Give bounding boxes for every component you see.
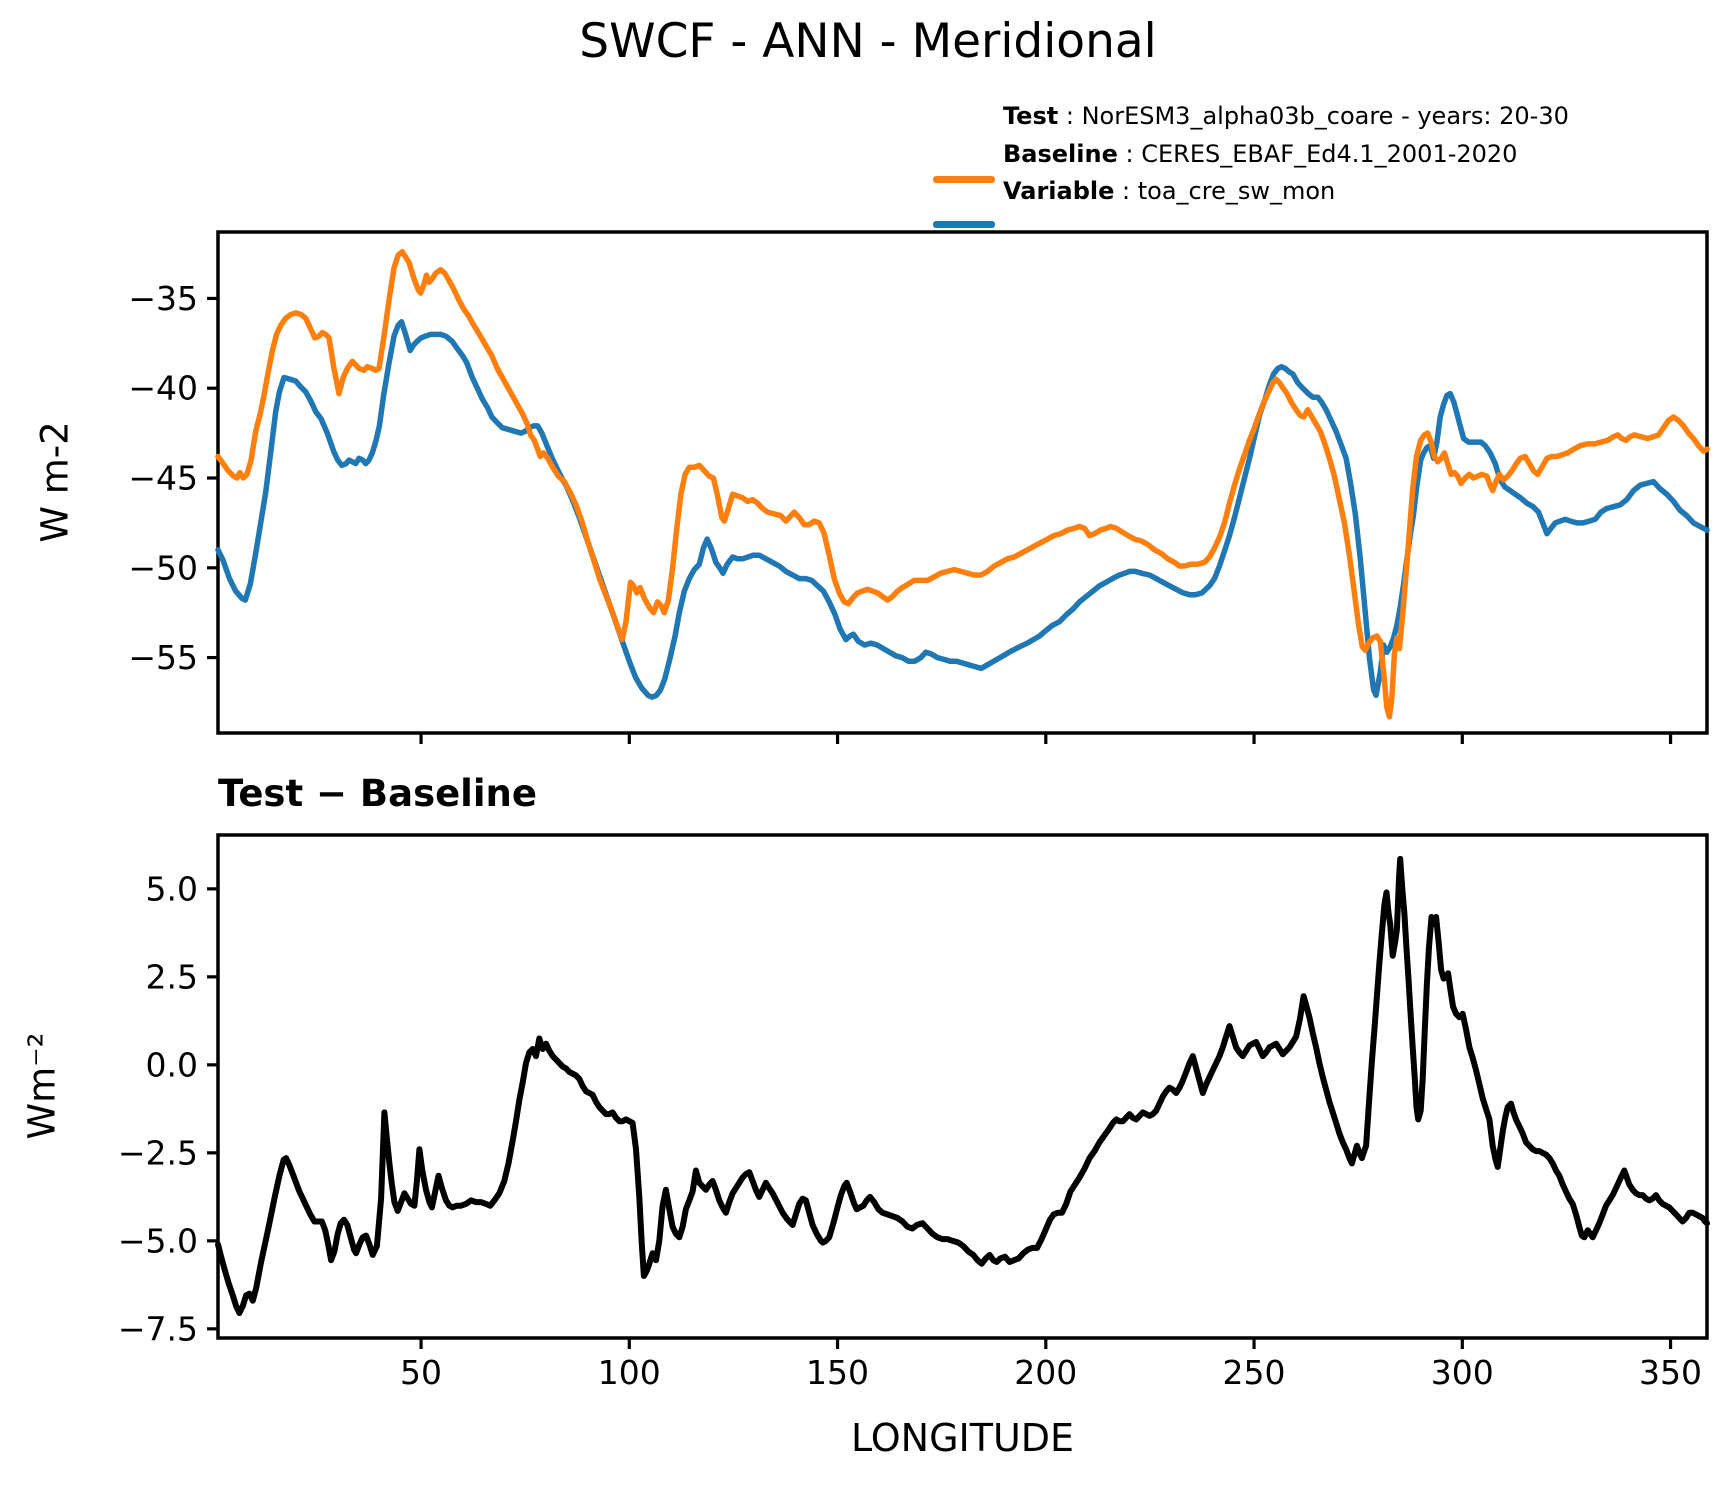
y-tick-label: −5.0: [118, 1221, 198, 1260]
x-tick-label: 350: [1639, 1353, 1702, 1392]
baseline-line-swatch: [933, 176, 995, 183]
baseline-line: [215, 249, 1710, 720]
x-tick-label: 150: [806, 1353, 869, 1392]
y-tick-label: 5.0: [146, 869, 198, 908]
legend-baseline-text: : CERES_EBAF_Ed4.1_2001-2020: [1117, 140, 1518, 168]
x-tick-label: 100: [598, 1353, 661, 1392]
legend-entry-test: Test : NorESM3_alpha03b_coare - years: 2…: [1003, 102, 1569, 136]
y-tick-label: −40: [128, 369, 198, 408]
x-axis-label: LONGITUDE: [850, 1416, 1075, 1460]
top-axes-box: [216, 230, 1709, 735]
page-title: SWCF - ANN - Meridional: [579, 14, 1157, 69]
bottom-axes-box: [216, 833, 1709, 1340]
legend-test-text: : NorESM3_alpha03b_coare - years: 20-30: [1058, 102, 1569, 130]
x-tick-label: 50: [400, 1353, 442, 1392]
x-tick-label: 200: [1014, 1353, 1077, 1392]
legend-entry-variable: Variable : toa_cre_sw_mon: [1003, 177, 1335, 211]
test-line: [215, 319, 1710, 700]
y-tick-label: −55: [128, 638, 198, 677]
y-tick-label: 0.0: [146, 1045, 198, 1084]
y-tick-label: −45: [128, 459, 198, 498]
legend-test-label: Test: [1003, 102, 1059, 130]
x-tick-label: 250: [1223, 1353, 1286, 1392]
top-y-axis-label: W m-2: [33, 421, 77, 543]
legend-entry-baseline: Baseline : CERES_EBAF_Ed4.1_2001-2020: [1003, 140, 1517, 174]
bottom-y-axis-label: Wm⁻²: [20, 1032, 64, 1140]
y-tick-label: −2.5: [118, 1133, 198, 1172]
y-tick-label: −35: [128, 279, 198, 318]
y-tick-label: 2.5: [146, 957, 198, 996]
y-tick-label: −7.5: [118, 1309, 198, 1348]
x-tick-label: 300: [1431, 1353, 1494, 1392]
bottom-panel-axes: 50 100 150 200 250 300 350 5.0 2.5 0.0 −2.5 −5.0 −7.…: [118, 833, 1710, 1392]
test-line-swatch: [933, 221, 995, 228]
legend-baseline-label: Baseline: [1003, 140, 1118, 168]
top-panel-axes: −35 −40 −45 −50 −55: [128, 230, 1710, 744]
y-tick-label: −50: [128, 548, 198, 587]
diff-line: [215, 855, 1710, 1316]
legend-variable-label: Variable: [1003, 177, 1115, 205]
legend-variable-text: : toa_cre_sw_mon: [1114, 177, 1336, 205]
diff-panel-title: Test − Baseline: [218, 772, 537, 815]
